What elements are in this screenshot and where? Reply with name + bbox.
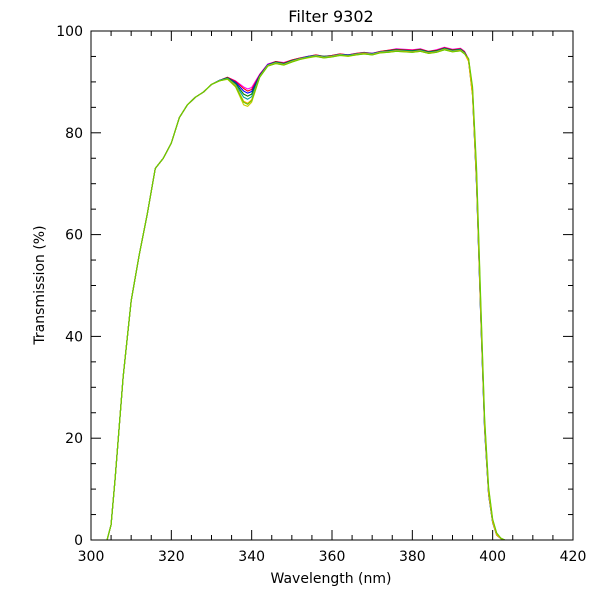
- series-line-5: [91, 48, 573, 541]
- series-line-7: [91, 49, 573, 541]
- series-line-1: [91, 46, 573, 541]
- y-tick-label: 60: [65, 228, 83, 244]
- series-lines: [91, 46, 573, 541]
- x-tick-label: 300: [78, 549, 105, 565]
- axis-ticks: 300 320 340 360 380 400 420 0 20 40 60 80 100: [56, 24, 586, 565]
- x-tick-label: 340: [238, 549, 265, 565]
- x-tick-label: 400: [479, 549, 506, 565]
- series-line-2: [91, 47, 573, 541]
- x-tick-label: 320: [158, 549, 185, 565]
- y-axis-label: Transmission (%): [32, 225, 48, 345]
- chart-title: Filter 9302: [288, 7, 373, 26]
- series-line-4: [91, 47, 573, 541]
- y-tick-label: 0: [74, 533, 83, 549]
- y-tick-label: 100: [56, 24, 83, 40]
- x-tick-label: 380: [399, 549, 426, 565]
- series-line-6: [91, 48, 573, 541]
- y-tick-label: 40: [65, 329, 83, 345]
- x-tick-label: 420: [560, 549, 587, 565]
- plot-frame: [90, 30, 574, 541]
- series-line-3: [91, 47, 573, 541]
- y-tick-label: 80: [65, 126, 83, 142]
- y-tick-label: 20: [65, 431, 83, 447]
- x-axis-label: Wavelength (nm): [271, 571, 392, 587]
- series-line-8: [91, 49, 573, 541]
- x-tick-label: 360: [319, 549, 346, 565]
